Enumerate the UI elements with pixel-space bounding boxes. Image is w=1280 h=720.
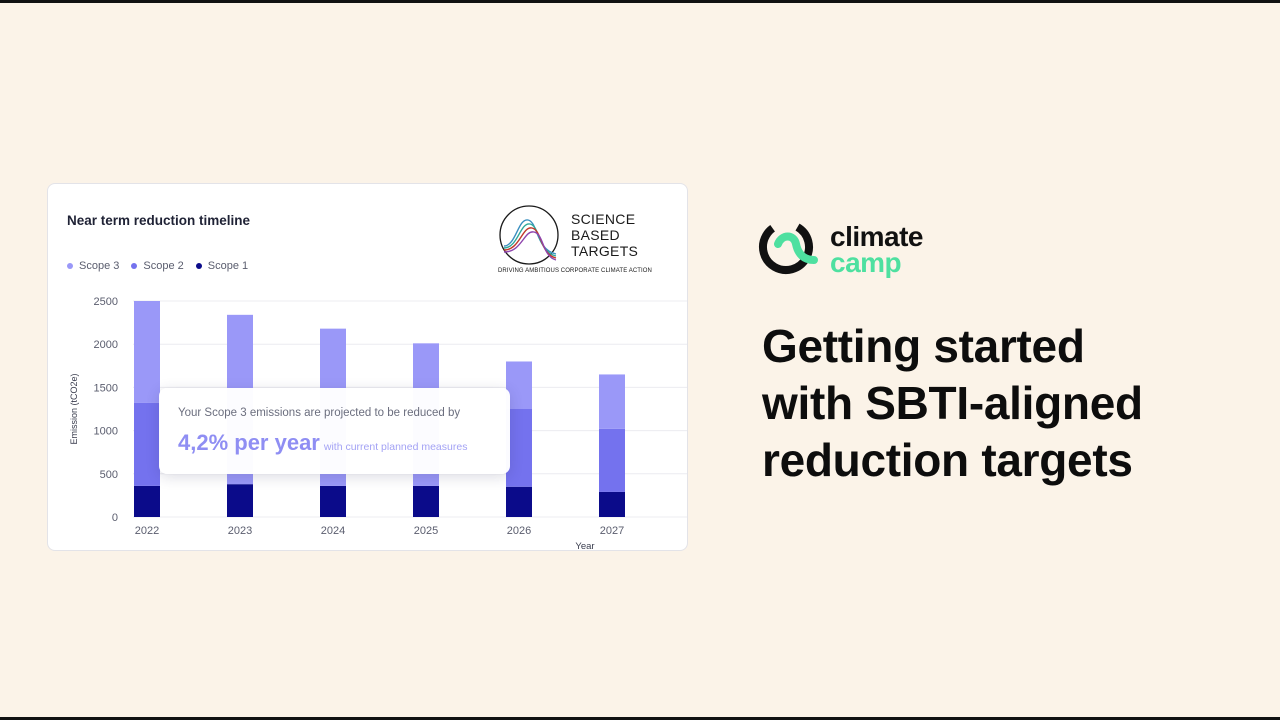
y-tick-label-1500: 1500: [94, 382, 118, 394]
x-tick-label-2022: 2022: [135, 525, 159, 537]
chart-legend: Scope 3 Scope 2 Scope 1: [67, 260, 248, 272]
climate-camp-wordmark: climate camp: [830, 221, 924, 278]
projection-tooltip: Your Scope 3 emissions are projected to …: [159, 388, 510, 474]
bar-scope1-2025: [413, 485, 439, 517]
tooltip-value: 4,2% per year with current planned measur…: [178, 430, 468, 455]
bar-scope1-2027: [599, 491, 625, 517]
legend-dot-scope3: [67, 263, 73, 269]
x-tick-label-2026: 2026: [507, 525, 531, 537]
page-headline: Getting started with SBTI-aligned reduct…: [762, 318, 1242, 489]
sbt-logo: SCIENCE BASED TARGETS DRIVING AMBITIOUS …: [498, 202, 652, 282]
x-tick-label-2024: 2024: [321, 525, 345, 537]
headline-line-2: with SBTI-aligned: [762, 377, 1143, 429]
sbt-logo-tagline: DRIVING AMBITIOUS CORPORATE CLIMATE ACTI…: [498, 268, 652, 274]
bar-scope3-2027: [599, 374, 625, 429]
legend-item-scope3[interactable]: Scope 3: [67, 260, 119, 272]
bar-scope3-2026: [506, 361, 532, 409]
tooltip-description: Your Scope 3 emissions are projected to …: [178, 407, 461, 419]
y-tick-label-0: 0: [112, 512, 118, 524]
bar-scope2-2022: [134, 402, 160, 486]
tooltip-suffix: with current planned measures: [323, 441, 468, 453]
headline-line-3: reduction targets: [762, 434, 1133, 486]
bottom-frame-bar: [0, 717, 1280, 720]
headline-line-1: Getting started: [762, 320, 1085, 372]
legend-label-scope3: Scope 3: [79, 260, 120, 272]
bar-scope1-2024: [320, 485, 346, 517]
chart-card: Near term reduction timeline Scope 3 Sco…: [47, 183, 688, 551]
legend-label-scope1: Scope 1: [207, 260, 249, 272]
bar-scope1-2023: [227, 484, 253, 517]
legend-item-scope2[interactable]: Scope 2: [131, 260, 184, 272]
bar-scope3-2022: [134, 301, 160, 403]
x-tick-label-2023: 2023: [228, 525, 252, 537]
x-axis-label: Year: [575, 541, 594, 551]
legend-label-scope2: Scope 2: [143, 260, 184, 272]
bar-scope1-2026: [506, 486, 532, 517]
y-tick-label-500: 500: [100, 469, 118, 481]
y-tick-label-1000: 1000: [94, 426, 118, 438]
y-tick-label-2000: 2000: [94, 339, 118, 351]
climate-camp-icon: [759, 220, 818, 274]
sbt-logo-icon: [499, 205, 559, 265]
y-axis-label: Emission (tCO2e): [69, 373, 79, 444]
bar-scope2-2026: [506, 409, 532, 487]
bar-scope1-2022: [134, 485, 160, 517]
y-tick-label-2500: 2500: [94, 296, 118, 308]
x-tick-label-2025: 2025: [414, 525, 438, 537]
legend-item-scope1[interactable]: Scope 1: [195, 260, 249, 272]
emission-bar-chart: 0 500 1000 1500 2000 2500 Emission (tCO2e) 2022…: [69, 296, 687, 551]
x-tick-label-2027: 2027: [600, 525, 624, 537]
climate-camp-logo: climate camp: [756, 218, 956, 282]
sbt-logo-text: SCIENCE BASED TARGETS: [571, 211, 639, 259]
chart-title: Near term reduction timeline: [67, 213, 251, 228]
top-frame-bar: [0, 0, 1280, 3]
legend-dot-scope2: [131, 263, 138, 269]
legend-dot-scope1: [195, 263, 202, 269]
bar-scope2-2027: [599, 428, 625, 492]
